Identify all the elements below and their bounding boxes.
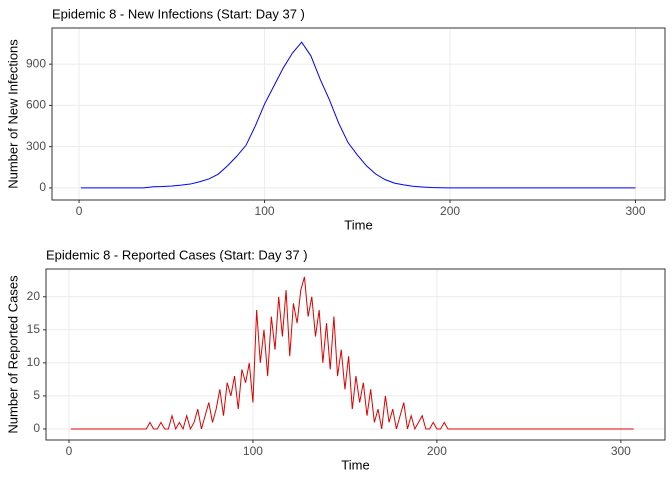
x-tick-label: 100 bbox=[255, 204, 275, 218]
x-tick-label: 300 bbox=[625, 204, 645, 218]
y-tick-label: 10 bbox=[27, 355, 41, 369]
plot-background bbox=[46, 269, 665, 440]
panel-border bbox=[45, 268, 666, 441]
x-tick-label: 200 bbox=[440, 204, 460, 218]
y-tick-label: 5 bbox=[33, 388, 40, 402]
y-tick-label: 0 bbox=[33, 421, 40, 435]
data-line bbox=[80, 41, 636, 189]
y-axis-label: Number of New Infections bbox=[5, 39, 20, 189]
x-tick-label: 200 bbox=[427, 444, 447, 458]
chart-title: Epidemic 8 - New Infections (Start: Day … bbox=[52, 6, 305, 21]
panel-border bbox=[51, 27, 666, 201]
y-axis-label: Number of Reported Cases bbox=[5, 275, 20, 434]
y-tick-label: 0 bbox=[39, 180, 46, 194]
y-tick-label: 15 bbox=[27, 322, 41, 336]
y-tick-label: 20 bbox=[27, 289, 41, 303]
y-tick-label: 300 bbox=[26, 139, 46, 153]
x-tick-label: 0 bbox=[76, 204, 83, 218]
x-tick-label: 300 bbox=[611, 444, 631, 458]
y-tick-label: 600 bbox=[26, 98, 46, 112]
y-tick-label: 900 bbox=[26, 56, 46, 70]
x-tick-label: 100 bbox=[243, 444, 263, 458]
plot-background bbox=[52, 28, 665, 200]
data-line bbox=[70, 276, 634, 431]
x-axis-label: Time bbox=[341, 457, 369, 472]
x-tick-label: 0 bbox=[66, 444, 73, 458]
chart-title: Epidemic 8 - Reported Cases (Start: Day … bbox=[46, 247, 308, 262]
x-axis-label: Time bbox=[344, 217, 372, 232]
